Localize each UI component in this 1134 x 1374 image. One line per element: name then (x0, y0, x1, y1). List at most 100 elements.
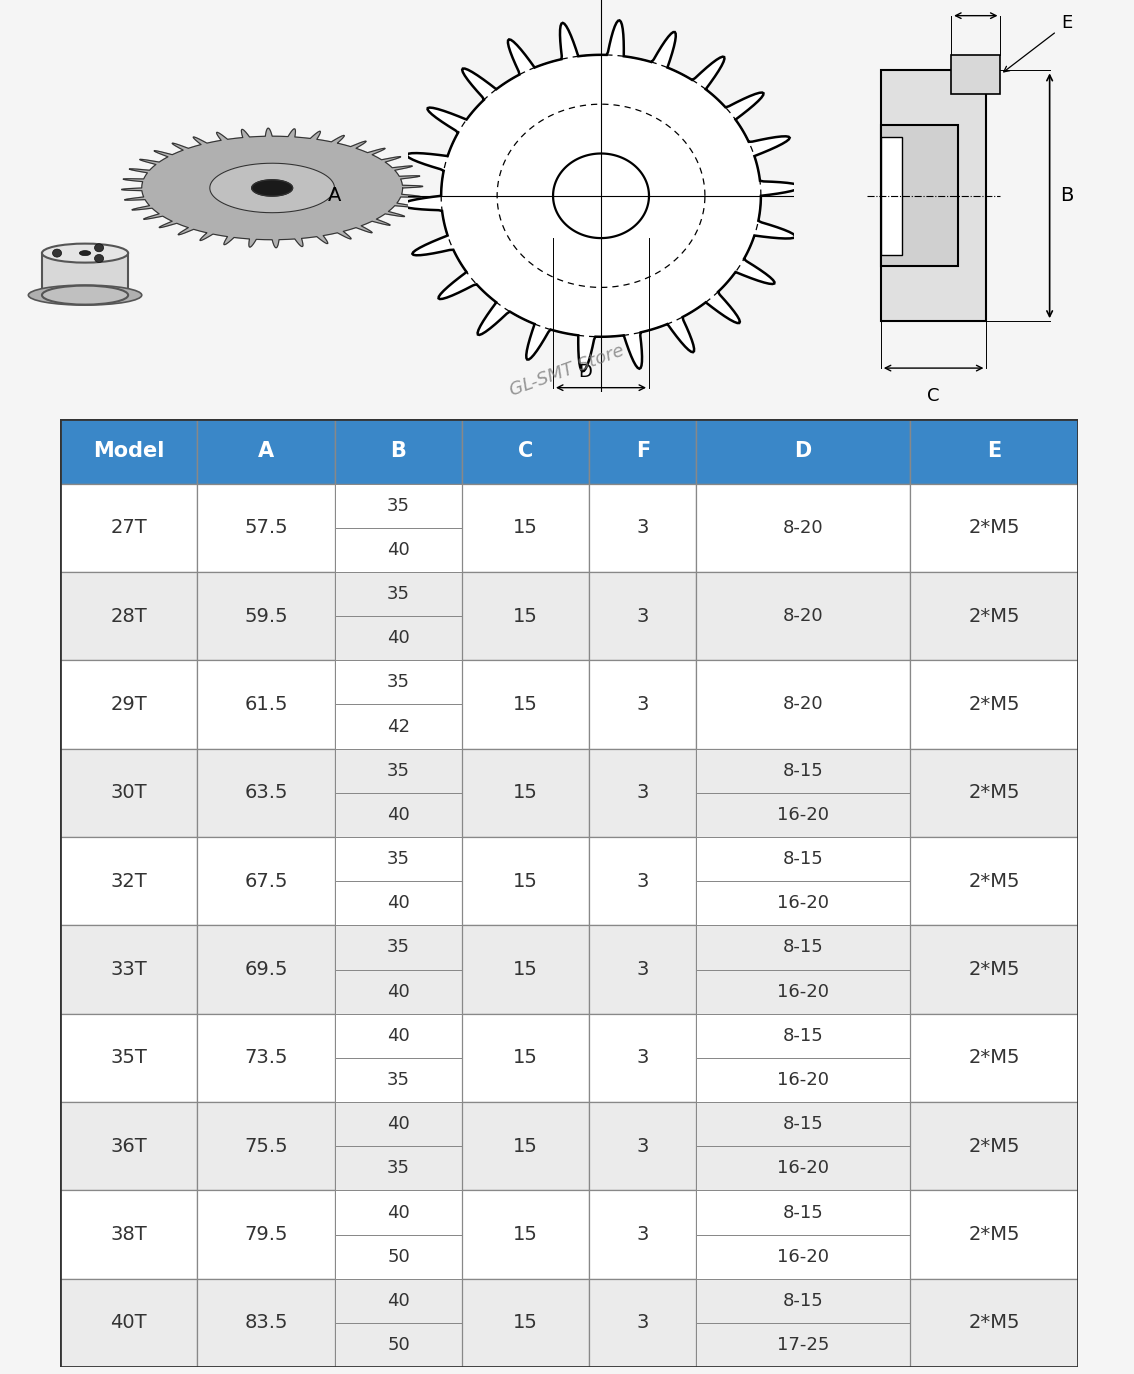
Text: D: D (578, 363, 593, 381)
Text: 3: 3 (636, 1048, 649, 1068)
Bar (881, 125, 958, 267)
Bar (463, 749, 590, 837)
Text: C: C (518, 441, 533, 462)
Bar (197, 749, 335, 837)
Bar (60, 572, 197, 661)
Bar (951, 55, 1000, 93)
Text: B: B (1060, 187, 1074, 205)
Circle shape (94, 243, 103, 251)
Bar (881, 70, 987, 322)
Bar (909, 1279, 1078, 1367)
Text: 2*M5: 2*M5 (968, 1226, 1019, 1243)
Text: 3: 3 (636, 518, 649, 537)
Text: 40: 40 (387, 629, 409, 647)
Bar (463, 484, 590, 572)
Bar (197, 484, 335, 572)
Bar (881, 137, 902, 254)
Bar (696, 881, 909, 925)
Bar (590, 837, 696, 925)
Text: F: F (636, 441, 650, 462)
Text: 35: 35 (387, 938, 411, 956)
Text: 15: 15 (514, 606, 539, 625)
Text: 35: 35 (387, 761, 411, 779)
Bar (197, 661, 335, 749)
Text: 30T: 30T (110, 783, 147, 802)
Text: Model: Model (93, 441, 164, 462)
Bar (335, 528, 463, 572)
Bar (696, 970, 909, 1014)
Bar (696, 1102, 909, 1146)
Bar (909, 572, 1078, 661)
Bar (590, 572, 696, 661)
Bar (696, 484, 909, 572)
Bar (590, 484, 696, 572)
Text: 15: 15 (514, 695, 539, 714)
Text: 16-20: 16-20 (777, 1160, 829, 1178)
Bar (463, 837, 590, 925)
Polygon shape (252, 180, 293, 196)
Text: 35: 35 (387, 1070, 411, 1090)
Bar (335, 793, 463, 837)
Text: 40: 40 (387, 1292, 409, 1309)
Text: 8-15: 8-15 (782, 1292, 823, 1309)
Text: 59.5: 59.5 (244, 606, 288, 625)
Text: C: C (928, 386, 940, 404)
Bar (335, 837, 463, 881)
Text: 32T: 32T (110, 871, 147, 890)
Bar (60, 837, 197, 925)
Text: 8-20: 8-20 (782, 607, 823, 625)
Text: 27T: 27T (110, 518, 147, 537)
Polygon shape (401, 21, 801, 371)
Text: GL-SMT Store: GL-SMT Store (507, 342, 627, 400)
Bar (335, 484, 463, 528)
Bar (335, 1146, 463, 1190)
Text: 40T: 40T (110, 1314, 147, 1333)
Bar (60, 1014, 197, 1102)
Text: 2*M5: 2*M5 (968, 871, 1019, 890)
Bar (696, 661, 909, 749)
Text: 40: 40 (387, 894, 409, 912)
Text: 36T: 36T (110, 1136, 147, 1156)
Bar (60, 1190, 197, 1279)
Polygon shape (553, 154, 649, 238)
Text: 40: 40 (387, 541, 409, 559)
Text: 73.5: 73.5 (245, 1048, 288, 1068)
Polygon shape (210, 164, 335, 213)
Bar (335, 749, 463, 793)
Bar (909, 749, 1078, 837)
Text: 15: 15 (514, 871, 539, 890)
Bar (590, 1279, 696, 1367)
Text: 75.5: 75.5 (244, 1136, 288, 1156)
Text: 38T: 38T (110, 1226, 147, 1243)
Bar (197, 1190, 335, 1279)
Text: 15: 15 (514, 1226, 539, 1243)
Bar (463, 1190, 590, 1279)
Text: 3: 3 (636, 1314, 649, 1333)
Bar (590, 749, 696, 837)
Bar (335, 925, 463, 970)
Circle shape (52, 249, 61, 257)
Text: 15: 15 (514, 1048, 539, 1068)
Bar (696, 1235, 909, 1279)
Bar (335, 1190, 463, 1235)
Text: 8-15: 8-15 (782, 1204, 823, 1221)
Text: D: D (795, 441, 812, 462)
Text: 8-15: 8-15 (782, 761, 823, 779)
Bar (197, 1279, 335, 1367)
Text: 2*M5: 2*M5 (968, 960, 1019, 980)
Text: 2*M5: 2*M5 (968, 783, 1019, 802)
Bar (60, 1279, 197, 1367)
Bar (197, 837, 335, 925)
Text: 15: 15 (514, 960, 539, 980)
Text: 3: 3 (636, 783, 649, 802)
Bar (197, 1014, 335, 1102)
Text: 35: 35 (387, 851, 411, 868)
Text: 35: 35 (387, 496, 411, 515)
Text: 50: 50 (387, 1336, 409, 1353)
Bar (463, 661, 590, 749)
Text: 15: 15 (514, 783, 539, 802)
Ellipse shape (79, 250, 91, 256)
Text: 2*M5: 2*M5 (968, 606, 1019, 625)
Bar (696, 837, 909, 881)
Bar (696, 793, 909, 837)
